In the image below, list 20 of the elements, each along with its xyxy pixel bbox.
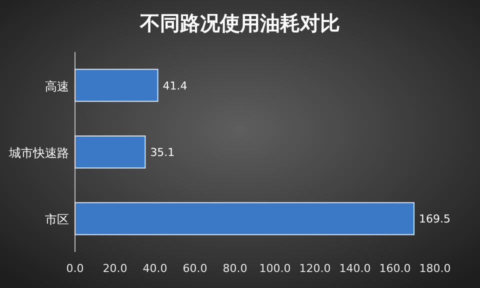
bar (74, 136, 146, 168)
x-tick-label: 60.0 (182, 262, 208, 275)
x-tick-label: 140.0 (339, 262, 371, 275)
x-tick-label: 180.0 (419, 262, 451, 275)
chart-title: 不同路况使用油耗对比 (139, 11, 340, 35)
y-tick-label: 高速 (45, 79, 69, 94)
x-tick-label: 20.0 (102, 262, 128, 275)
y-tick-label: 市区 (45, 212, 69, 227)
bar (74, 68, 158, 102)
x-tick-label: 80.0 (222, 262, 248, 275)
x-tick-label: 100.0 (259, 262, 291, 275)
x-tick-label: 120.0 (299, 262, 331, 275)
data-label: 35.1 (150, 146, 175, 159)
x-tick-label: 160.0 (379, 262, 411, 275)
x-tick-label: 40.0 (142, 262, 168, 275)
y-tick-label: 城市快速路 (8, 146, 69, 160)
x-tick-label: 0.0 (66, 262, 84, 275)
data-label: 169.5 (419, 212, 450, 226)
bar (74, 202, 414, 236)
data-label: 41.4 (162, 79, 188, 92)
